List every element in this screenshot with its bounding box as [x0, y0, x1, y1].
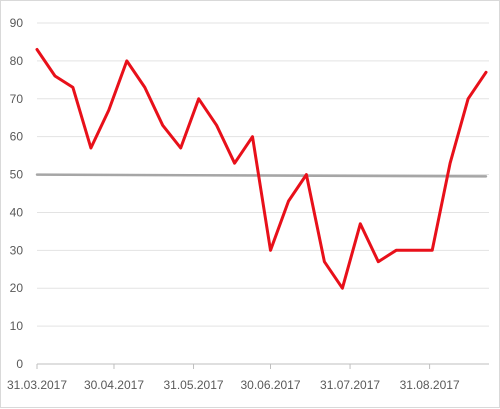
x-tick-label: 31.03.2017 — [7, 378, 67, 392]
y-tick-label: 20 — [10, 281, 24, 295]
x-tick-label: 31.08.2017 — [400, 378, 460, 392]
y-tick-label: 0 — [16, 357, 23, 371]
y-tick-label: 40 — [10, 205, 24, 219]
y-tick-label: 90 — [10, 16, 24, 30]
y-tick-label: 10 — [10, 319, 24, 333]
x-axis: 31.03.2017 30.04.2017 31.05.2017 30.06.2017… — [7, 363, 489, 392]
x-tick-label: 30.06.2017 — [240, 378, 300, 392]
x-tick-label: 30.04.2017 — [84, 378, 144, 392]
y-tick-label: 50 — [10, 168, 24, 182]
y-tick-label: 70 — [10, 92, 24, 106]
series-line-gray — [35, 173, 488, 178]
x-tick-label: 31.07.2017 — [320, 378, 380, 392]
y-axis: 0 10 20 30 40 50 60 70 80 90 — [10, 16, 24, 371]
y-tick-label: 80 — [10, 54, 24, 68]
y-tick-label: 30 — [10, 243, 24, 257]
series-lines — [35, 48, 488, 290]
y-tick-label: 60 — [10, 130, 24, 144]
series-line-red — [35, 48, 488, 290]
x-tick-label: 31.05.2017 — [163, 378, 223, 392]
